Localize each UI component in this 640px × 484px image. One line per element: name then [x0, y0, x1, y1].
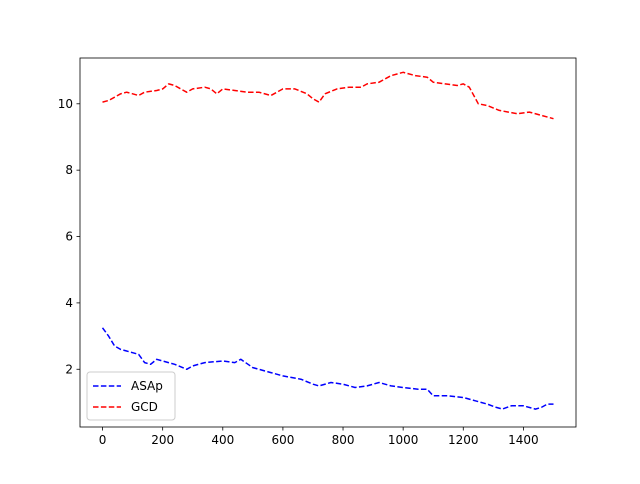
x-tick-label: 800 [332, 433, 355, 447]
x-tick-label: 600 [271, 433, 294, 447]
legend: ASAp GCD [86, 371, 176, 421]
x-tick-label: 1000 [388, 433, 419, 447]
x-tick-label: 400 [211, 433, 234, 447]
y-tick-label: 4 [65, 296, 73, 310]
legend-label-gcd: GCD [131, 400, 158, 414]
x-axis-ticks: 0 200 400 600 800 1000 1200 1400 [99, 427, 539, 447]
legend-box [86, 371, 176, 421]
plot-frame [79, 57, 577, 428]
series-line-gcd [102, 71, 554, 120]
y-tick-label: 10 [58, 97, 73, 111]
x-tick-label: 1200 [448, 433, 479, 447]
y-axis-ticks: 2 4 6 8 10 [58, 97, 80, 376]
x-tick-label: 0 [99, 433, 107, 447]
series-line-asap [101, 327, 554, 410]
series-layer [101, 71, 554, 410]
y-tick-label: 2 [65, 362, 73, 376]
y-tick-label: 6 [65, 230, 73, 244]
x-tick-label: 200 [151, 433, 174, 447]
x-tick-label: 1400 [508, 433, 539, 447]
legend-label-asap: ASAp [131, 379, 163, 393]
y-tick-label: 8 [65, 163, 73, 177]
